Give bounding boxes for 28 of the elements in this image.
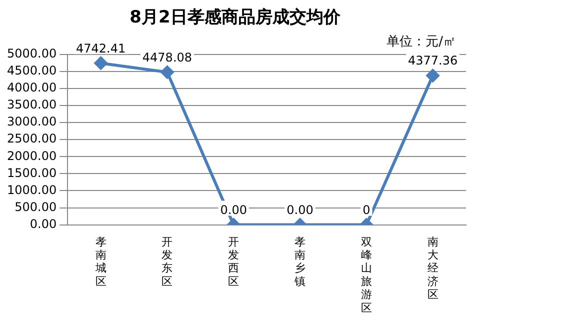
data-label: 4742.41	[76, 41, 126, 56]
x-tick-label: 孝南城区	[94, 235, 106, 288]
x-tick-label: 开发东区	[162, 235, 173, 288]
y-tick-label: 3500.00	[7, 98, 57, 112]
y-tick-label: 4000.00	[7, 80, 57, 95]
x-tick-label: 开发西区	[228, 235, 240, 288]
point	[426, 69, 440, 82]
y-tick-label: 0.00	[30, 216, 57, 231]
y-tick-label: 500.00	[14, 200, 57, 214]
point	[94, 56, 108, 70]
y-tick-label: 5000.00	[7, 46, 57, 61]
chart-title: 8月2日孝感商品房成交均价	[130, 8, 342, 28]
point	[160, 66, 174, 79]
y-tick-label: 1000.00	[7, 182, 57, 197]
x-tick-label: 孝南乡镇	[294, 235, 306, 288]
data-label: 4478.08	[142, 50, 192, 64]
data-label: 0	[362, 202, 370, 217]
y-tick-label: 3000.00	[7, 114, 57, 129]
y-tick-label: 4500.00	[7, 64, 57, 78]
text: 单位：元/㎡	[386, 34, 456, 50]
y-tick-label: 2500.00	[7, 132, 57, 146]
y-tick-label: 1500.00	[7, 166, 57, 180]
data-label: 4377.36	[408, 54, 458, 68]
data-label: 0.00	[286, 202, 314, 217]
x-tick-label: 南大经济区	[427, 235, 438, 302]
y-tick-label: 2000.00	[7, 148, 57, 163]
data-label: 0.00	[220, 202, 247, 217]
x-tick-label: 双峰山旅游区	[360, 235, 372, 314]
